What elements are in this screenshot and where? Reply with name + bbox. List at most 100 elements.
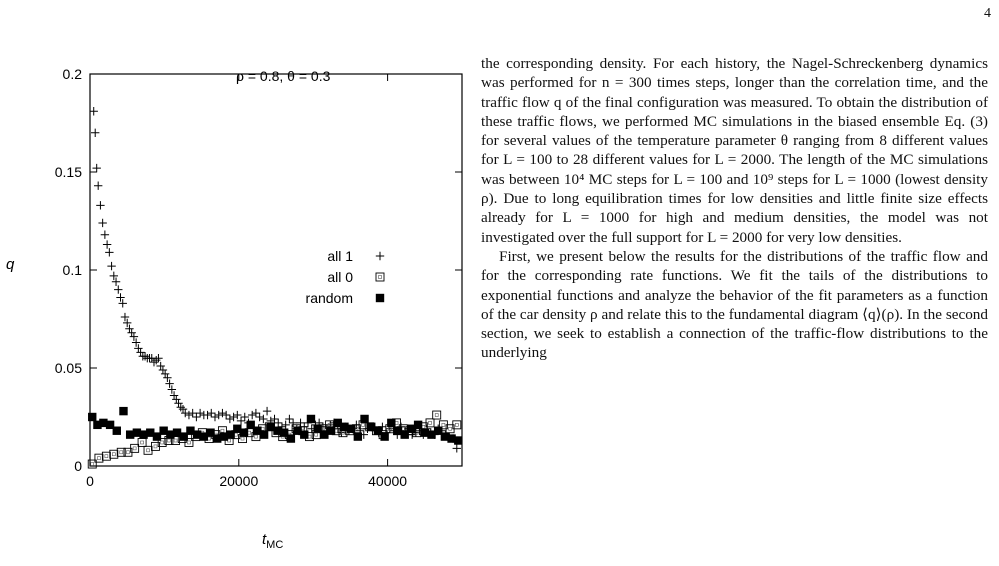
- data-point: [116, 293, 125, 302]
- data-point: [140, 352, 150, 361]
- data-point-inner: [160, 440, 164, 445]
- data-point: [127, 328, 136, 337]
- y-tick-label: 0.1: [63, 262, 83, 278]
- data-point: [266, 422, 275, 431]
- x-tick-label: 0: [86, 473, 94, 489]
- legend-label: random: [306, 290, 353, 306]
- data-point: [163, 373, 172, 382]
- data-point: [154, 354, 163, 363]
- data-point: [87, 459, 97, 469]
- data-point: [440, 432, 450, 441]
- data-point: [270, 414, 279, 424]
- page-number: 4: [984, 6, 991, 21]
- data-point: [259, 430, 269, 439]
- y-tick-label: 0.2: [63, 66, 83, 82]
- data-point: [353, 432, 363, 441]
- data-point: [239, 428, 249, 437]
- data-point: [186, 426, 195, 435]
- data-point: [123, 318, 132, 328]
- data-point: [109, 271, 119, 281]
- data-point-inner: [314, 432, 318, 437]
- data-point: [407, 424, 416, 433]
- data-point: [94, 453, 104, 463]
- data-point: [221, 410, 231, 420]
- series-random: [88, 406, 463, 445]
- data-point: [452, 444, 461, 453]
- data-point: [420, 428, 429, 437]
- y-tick-label: 0: [74, 458, 82, 474]
- data-point: [293, 426, 302, 435]
- data-point: [279, 428, 289, 437]
- data-point: [432, 410, 442, 420]
- data-point: [281, 420, 290, 430]
- data-point-inner: [153, 444, 158, 449]
- data-point-inner: [220, 428, 225, 433]
- data-point: [192, 412, 201, 422]
- data-point: [229, 412, 238, 422]
- data-point: [112, 426, 121, 435]
- legend-label: all 1: [327, 248, 353, 264]
- data-point-inner: [90, 462, 95, 466]
- y-tick-label: 0.15: [55, 164, 82, 180]
- data-point: [101, 451, 111, 461]
- data-point: [181, 408, 190, 418]
- data-point: [346, 424, 356, 433]
- data-point: [176, 403, 185, 412]
- data-point: [160, 369, 170, 379]
- data-point: [125, 430, 135, 439]
- data-point-inner: [434, 413, 439, 417]
- data-point: [192, 430, 202, 439]
- data-point: [425, 418, 435, 428]
- data-point: [188, 408, 197, 418]
- series-all-1: [89, 107, 461, 453]
- data-point: [116, 447, 126, 457]
- data-point: [166, 430, 175, 439]
- data-point: [105, 248, 114, 257]
- data-point-inner: [327, 423, 332, 427]
- data-point: [99, 418, 108, 428]
- data-point: [433, 426, 443, 435]
- data-point-inner: [454, 423, 459, 427]
- data-point: [296, 418, 305, 428]
- data-point: [100, 230, 110, 239]
- data-point-inner: [388, 426, 392, 431]
- data-point-inner: [187, 440, 191, 445]
- data-point: [119, 406, 128, 416]
- data-point-inner: [240, 436, 245, 441]
- data-point: [340, 422, 349, 431]
- data-point: [169, 391, 179, 400]
- data-point: [139, 430, 148, 439]
- data-point: [213, 434, 222, 443]
- data-point: [454, 436, 463, 445]
- data-point: [286, 434, 296, 443]
- data-point: [167, 385, 177, 394]
- data-point: [136, 348, 145, 357]
- data-point-inner: [119, 450, 124, 455]
- data-point: [120, 312, 130, 322]
- legend: all 1 all 0 random: [306, 248, 385, 306]
- data-point: [96, 201, 105, 210]
- data-point: [226, 430, 235, 439]
- data-point: [111, 277, 121, 286]
- x-axis-label-subscript: MC: [266, 539, 283, 551]
- data-point-inner: [254, 434, 258, 439]
- data-point: [92, 163, 101, 173]
- data-point-inner: [428, 421, 432, 425]
- data-point: [137, 438, 147, 447]
- data-point: [88, 412, 97, 422]
- data-point: [285, 414, 294, 424]
- data-point: [146, 428, 155, 437]
- data-point-inner: [104, 454, 109, 459]
- data-point: [452, 420, 462, 430]
- data-point-inner: [167, 438, 171, 443]
- data-point: [195, 408, 205, 418]
- data-point: [255, 412, 264, 422]
- paragraph-2: First, we present below the results for …: [481, 247, 988, 362]
- body-text-column: the corresponding density. For each hist…: [481, 54, 988, 363]
- data-point: [306, 414, 316, 424]
- data-point: [233, 424, 242, 433]
- data-point: [172, 395, 181, 404]
- data-point: [178, 404, 188, 414]
- data-point: [273, 426, 282, 435]
- data-point: [206, 428, 215, 437]
